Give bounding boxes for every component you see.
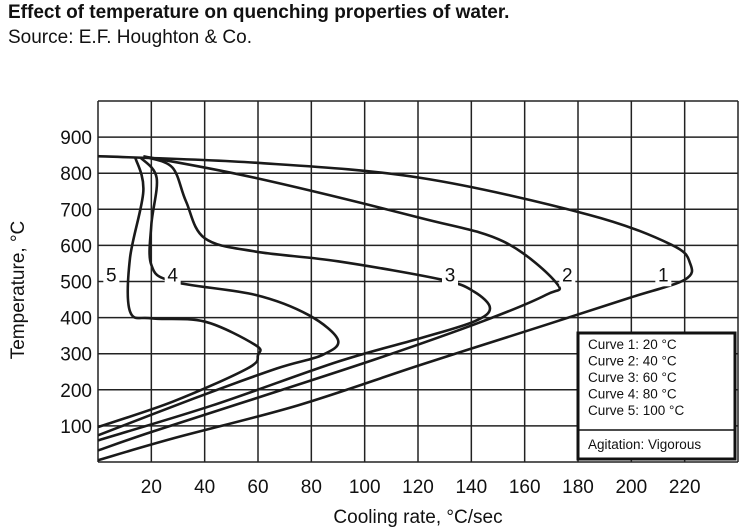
x-tick-label: 60: [247, 477, 268, 498]
x-tick-label: 100: [349, 477, 381, 498]
x-tick-label: 140: [455, 477, 487, 498]
y-tick-label: 900: [60, 128, 92, 149]
legend-entry: Curve 4: 80 °C: [588, 387, 677, 402]
curve-5: [97, 157, 262, 429]
legend-entry: Curve 5: 100 °C: [588, 403, 684, 418]
y-tick-label: 600: [60, 236, 92, 257]
y-tick-label: 100: [60, 417, 92, 438]
x-tick-label: 40: [194, 477, 215, 498]
x-tick-label: 200: [615, 477, 647, 498]
x-tick-label: 120: [402, 477, 434, 498]
curve-label-bg: [559, 262, 576, 287]
y-tick-label: 700: [60, 200, 92, 221]
y-tick-label: 300: [60, 345, 92, 366]
curve-label-2: 2: [562, 265, 573, 286]
curve-4: [97, 156, 340, 437]
curve-label-3: 3: [445, 265, 456, 286]
x-tick-label: 160: [509, 477, 541, 498]
curve-label-4: 4: [167, 265, 178, 286]
chart-source: Source: E.F. Houghton & Co.: [8, 27, 252, 48]
curve-label-bg: [164, 262, 181, 287]
x-tick-label: 220: [669, 477, 701, 498]
x-tick-label: 80: [301, 477, 322, 498]
y-tick-label: 200: [60, 381, 92, 402]
legend-box: [576, 331, 737, 461]
legend-entry: Curve 2: 40 °C: [588, 354, 677, 369]
curve-3: [97, 156, 492, 442]
y-tick-label: 800: [60, 164, 92, 185]
legend-note: Agitation: Vigorous: [588, 437, 701, 452]
y-tick-label: 400: [60, 309, 92, 330]
chart-title: Effect of temperature on quenching prope…: [8, 2, 510, 23]
curve-label-bg: [442, 262, 458, 287]
legend-entry: Curve 3: 60 °C: [588, 370, 677, 385]
legend-entry: Curve 1: 20 °C: [588, 337, 677, 352]
x-axis-label: Cooling rate, °C/sec: [333, 507, 502, 528]
y-tick-label: 500: [60, 273, 92, 294]
curve-label-bg: [103, 262, 120, 287]
curve-label-1: 1: [658, 265, 669, 286]
curve-label-5: 5: [106, 265, 117, 286]
curve-label-bg: [655, 262, 672, 287]
y-axis-label: Temperature, °C: [8, 221, 29, 360]
curve-2: [97, 154, 562, 452]
curve-1: [97, 154, 694, 462]
x-tick-label: 180: [562, 477, 594, 498]
x-tick-label: 20: [141, 477, 162, 498]
